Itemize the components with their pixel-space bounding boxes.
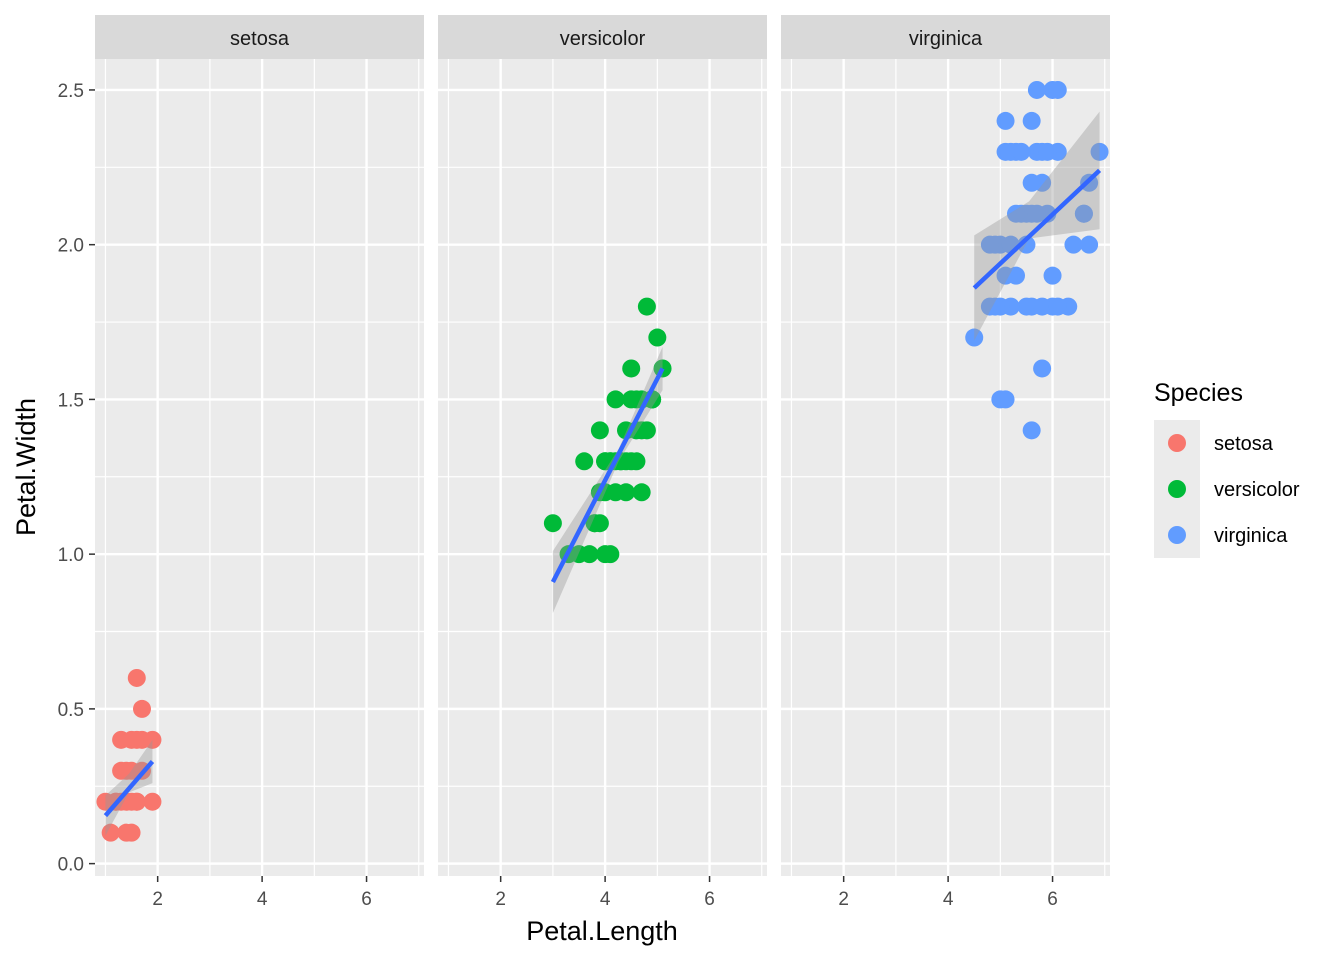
facet-strip-label: versicolor [560, 28, 646, 50]
facet-strip [95, 15, 424, 59]
data-point [1090, 142, 1109, 161]
legend: Species setosa versicolor virginica [1154, 379, 1300, 558]
panels-layer: setosa 2 4 6 versicolor 2 4 6 virginica 2 4 6 [95, 15, 1110, 910]
x-axis-title: Petal.Length [526, 916, 678, 946]
regression-line [972, 168, 1102, 290]
y-tick-label: 0.0 [58, 855, 84, 876]
x-tick-label: 2 [838, 889, 849, 910]
y-tick-label: 1.5 [58, 390, 84, 411]
facet-strip-label: virginica [909, 28, 983, 50]
data-point [627, 452, 646, 471]
data-point [133, 699, 151, 718]
y-tick-label: 2.0 [58, 236, 84, 257]
facet-panel-versicolor: versicolor 2 4 6 [438, 15, 767, 910]
legend-item-versicolor: versicolor [1154, 466, 1300, 512]
legend-label: virginica [1214, 525, 1288, 547]
data-point [101, 823, 120, 842]
y-axis: 0.0 0.5 1.0 1.5 2.0 2.5 [58, 81, 95, 876]
data-point [127, 792, 146, 811]
data-point [596, 545, 615, 564]
data-point [590, 421, 609, 440]
x-tick-label: 2 [495, 889, 506, 910]
data-point [1017, 297, 1036, 316]
data-point [1027, 80, 1046, 99]
data-point [590, 514, 609, 533]
data-point [1022, 421, 1041, 440]
legend-label: setosa [1214, 433, 1274, 455]
data-point [1048, 80, 1067, 99]
data-point [1012, 142, 1031, 161]
data-point [143, 792, 162, 811]
data-point [1022, 111, 1041, 130]
data-point [127, 668, 146, 687]
regression-line [550, 367, 665, 584]
legend-label: versicolor [1214, 479, 1300, 501]
data-point [617, 483, 635, 502]
confidence-band [974, 111, 1100, 341]
x-tick-label: 4 [257, 889, 268, 910]
data-point [575, 452, 594, 471]
data-point [1048, 297, 1067, 316]
data-point [1007, 204, 1025, 223]
data-point [996, 142, 1015, 161]
data-point [1033, 297, 1052, 316]
legend-key-point [1168, 480, 1186, 498]
x-tick-label: 2 [152, 889, 163, 910]
data-point [637, 297, 656, 316]
y-axis-title: Petal.Width [11, 398, 41, 536]
x-tick-label: 4 [943, 889, 954, 910]
data-point [1038, 142, 1057, 161]
legend-key-point [1168, 434, 1186, 452]
data-point [580, 545, 599, 564]
y-tick-label: 1.0 [58, 545, 84, 566]
x-tick-label: 6 [704, 889, 715, 910]
data-point [117, 823, 136, 842]
data-point [543, 514, 562, 533]
data-point [965, 328, 984, 347]
data-point [622, 359, 641, 378]
legend-title: Species [1154, 379, 1243, 407]
data-point [632, 483, 651, 502]
regression-line [103, 760, 155, 818]
data-point [996, 390, 1015, 409]
data-point [1043, 266, 1062, 285]
facet-strip [781, 15, 1110, 59]
data-point [122, 730, 141, 749]
data-point [1033, 359, 1052, 378]
x-tick-label: 6 [361, 889, 372, 910]
x-tick-label: 6 [1047, 889, 1058, 910]
facet-strip-label: setosa [230, 28, 290, 50]
data-point [1007, 266, 1025, 285]
legend-item-virginica: virginica [1154, 512, 1288, 558]
data-point [648, 328, 667, 347]
data-point [986, 297, 1005, 316]
legend-key-point [1168, 526, 1186, 544]
legend-item-setosa: setosa [1154, 420, 1274, 466]
data-point [996, 111, 1015, 130]
data-point [1027, 204, 1046, 223]
data-point [1080, 235, 1099, 254]
facet-strip [438, 15, 767, 59]
y-tick-label: 2.5 [58, 81, 84, 102]
data-point [112, 761, 131, 780]
data-point [606, 390, 625, 409]
facet-panel-setosa: setosa 2 4 6 [95, 15, 424, 910]
y-tick-label: 0.5 [58, 700, 84, 721]
data-point [143, 730, 162, 749]
data-point [980, 235, 999, 254]
data-point [1074, 204, 1093, 223]
data-point [1064, 235, 1083, 254]
panel-background [781, 59, 1110, 876]
data-point [1022, 173, 1041, 192]
x-tick-label: 4 [600, 889, 611, 910]
facet-panel-virginica: virginica 2 4 6 [781, 15, 1110, 910]
